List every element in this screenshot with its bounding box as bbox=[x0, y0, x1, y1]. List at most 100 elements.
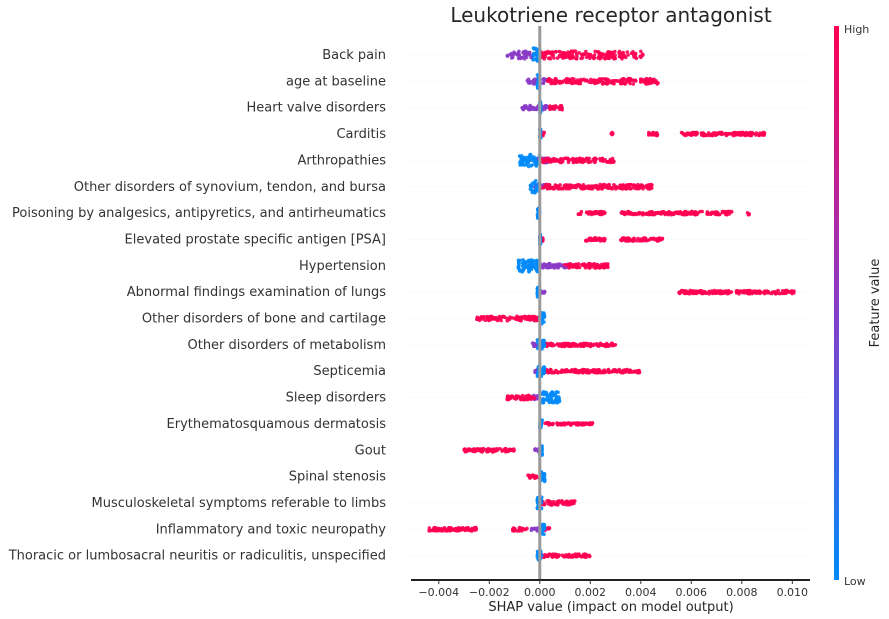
shap-point-high bbox=[553, 76, 558, 81]
shap-point-high bbox=[551, 421, 555, 426]
shap-point-high bbox=[531, 395, 535, 399]
x-axis: −0.004 −0.002 0.000 0.002 0.004 0.006 0.008 0.0… bbox=[411, 579, 810, 599]
shap-point-high bbox=[718, 131, 723, 135]
colorbar-title: Feature value bbox=[868, 259, 883, 348]
colorbar-high-label: High bbox=[844, 23, 869, 36]
shap-point-high bbox=[593, 49, 597, 54]
shap-point-high bbox=[727, 210, 731, 215]
shap-point-high bbox=[587, 554, 592, 558]
shap-point-high bbox=[587, 80, 592, 84]
shap-point-high bbox=[525, 397, 530, 402]
shap-point-low bbox=[531, 57, 536, 62]
shap-point-high bbox=[695, 212, 699, 216]
shap-point-high bbox=[747, 212, 751, 217]
shap-point-high bbox=[551, 370, 556, 375]
shap-point-high bbox=[727, 290, 732, 295]
shap-point-high bbox=[442, 526, 447, 530]
shap-point-high bbox=[640, 52, 645, 57]
shap-point-high bbox=[628, 78, 633, 82]
shap-point-high bbox=[785, 288, 789, 293]
shap-point-high bbox=[578, 342, 583, 346]
shap-point-high bbox=[571, 81, 575, 86]
shap-point-mid bbox=[547, 265, 552, 270]
shap-point-high bbox=[706, 131, 711, 135]
shap-point-high bbox=[630, 370, 634, 374]
colorbar-gradient bbox=[834, 26, 839, 580]
shap-point-high bbox=[584, 368, 588, 373]
feature-label: Other disorders of synovium, tendon, and… bbox=[74, 180, 386, 195]
shap-point-high bbox=[554, 81, 558, 86]
shap-point-high bbox=[584, 552, 588, 557]
shap-point-low bbox=[530, 181, 535, 186]
shap-point-low bbox=[530, 163, 534, 167]
colorbar: High Low Feature value bbox=[834, 23, 883, 588]
shap-point-high bbox=[546, 369, 551, 374]
shap-point-high bbox=[757, 291, 762, 295]
shap-point-high bbox=[746, 131, 750, 136]
x-tick-label: −0.004 bbox=[418, 586, 459, 599]
shap-point-high bbox=[587, 54, 591, 58]
shap-point-high bbox=[548, 157, 553, 162]
shap-point-high bbox=[577, 184, 581, 188]
shap-point-high bbox=[473, 449, 477, 454]
shap-point-high bbox=[570, 264, 574, 269]
shap-point-high bbox=[638, 80, 643, 84]
shap-point-mid bbox=[541, 81, 546, 85]
shap-point-high bbox=[690, 211, 695, 215]
shap-point-high bbox=[515, 314, 519, 319]
feature-label: Back pain bbox=[322, 48, 386, 63]
shap-point-high bbox=[580, 160, 585, 165]
shap-point-high bbox=[661, 210, 665, 214]
shap-point-high bbox=[620, 183, 625, 188]
shap-point-high bbox=[766, 290, 770, 295]
shap-point-high bbox=[596, 237, 601, 242]
shap-point-low bbox=[526, 155, 531, 160]
shap-point-high bbox=[581, 371, 585, 375]
feature-label: Spinal stenosis bbox=[289, 470, 387, 485]
shap-point-high bbox=[569, 344, 574, 349]
shap-point-mid bbox=[532, 341, 536, 346]
shap-point-high bbox=[445, 528, 449, 533]
shap-point-high bbox=[621, 50, 625, 55]
shap-point-high bbox=[427, 526, 432, 530]
shap-point-high bbox=[603, 56, 607, 61]
shap-point-high bbox=[753, 290, 758, 295]
shap-point-high bbox=[637, 210, 642, 215]
shap-point-low bbox=[532, 159, 537, 164]
feature-label: Erythematosquamous dermatosis bbox=[167, 417, 387, 432]
shap-point-high bbox=[688, 289, 693, 294]
shap-point-low bbox=[517, 154, 522, 158]
shap-point-high bbox=[555, 56, 560, 60]
shap-point-low bbox=[542, 397, 547, 402]
shap-point-high bbox=[610, 369, 614, 374]
shap-point-high bbox=[693, 289, 698, 294]
shap-point-high bbox=[560, 186, 564, 191]
shap-point-high bbox=[519, 397, 524, 402]
shap-point-high bbox=[592, 78, 596, 82]
shap-point-high bbox=[480, 317, 485, 321]
shap-point-high bbox=[597, 50, 601, 54]
shap-point-high bbox=[613, 79, 618, 83]
shap-point-high bbox=[607, 56, 611, 61]
shap-point-high bbox=[560, 368, 564, 373]
shap-point-high bbox=[484, 448, 488, 452]
shap-point-high bbox=[623, 184, 628, 188]
shap-point-high bbox=[522, 396, 527, 401]
shap-point-high bbox=[569, 50, 573, 54]
shap-point-high bbox=[575, 554, 580, 558]
shap-point-low bbox=[542, 338, 546, 343]
shap-point-high bbox=[634, 239, 639, 243]
shap-point-high bbox=[563, 370, 567, 374]
shap-point-high bbox=[600, 186, 604, 191]
shap-point-high bbox=[462, 448, 467, 452]
shap-point-high bbox=[505, 395, 510, 399]
shap-points bbox=[427, 46, 796, 562]
shap-point-high bbox=[629, 182, 633, 187]
shap-point-high bbox=[508, 396, 513, 401]
shap-point-low bbox=[527, 263, 531, 268]
shap-point-high bbox=[581, 187, 586, 191]
shap-point-high bbox=[573, 554, 577, 558]
feature-label: Elevated prostate specific antigen [PSA] bbox=[125, 232, 386, 247]
shap-point-high bbox=[606, 50, 610, 54]
shap-point-high bbox=[586, 262, 591, 266]
